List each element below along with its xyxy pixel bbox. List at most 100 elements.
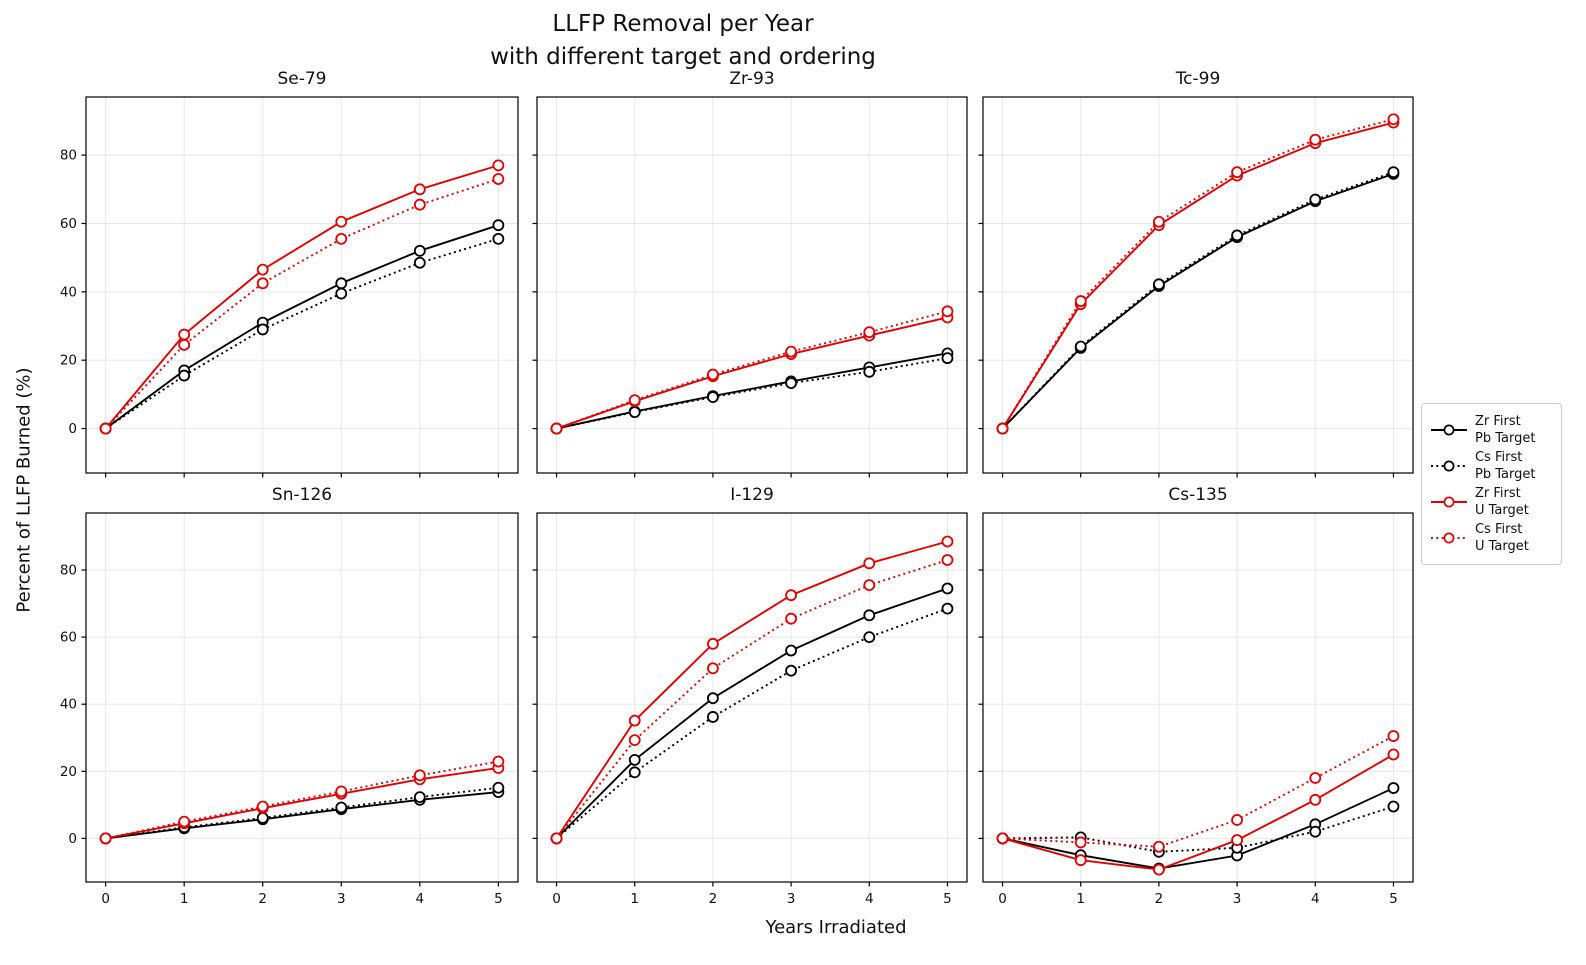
y-tick-label: 20 [60,353,77,369]
data-point-marker [628,753,641,766]
series-line [1001,121,1394,430]
series-line [1002,753,1394,871]
x-tick-label: 2 [1155,891,1164,907]
data-point-marker [178,338,191,351]
series-line [1002,735,1394,848]
y-tick-label: 20 [60,764,77,780]
data-point-marker [492,232,505,245]
y-tick-label: 0 [68,831,77,847]
series-line [556,310,948,430]
data-point-marker [1231,229,1243,242]
data-point-marker [1387,730,1400,742]
data-point-marker [492,781,505,794]
series-line [1001,118,1394,430]
series-line [556,357,948,430]
series-line [1001,171,1394,430]
plot-area: 0 1 2 3 4 5 [532,512,968,907]
x-tick-label: 3 [1233,891,1242,907]
data-point-marker [1074,836,1087,849]
data-point-marker [99,422,112,435]
data-point-marker [492,755,505,768]
data-point-marker [1387,113,1400,126]
data-point-marker [492,173,505,185]
data-point-marker [335,277,348,290]
data-point-marker [413,769,426,782]
legend-entry-label: Cs First Pb Target [1475,450,1536,482]
axes-spines [536,96,968,474]
x-tick-label: 5 [943,891,952,907]
data-point-marker [628,766,641,779]
legend-line-sample [1431,460,1467,472]
data-point-marker [785,345,797,358]
subplot-se-79: Se-79 0 20 40 60 80 [60,69,519,478]
series-line [104,178,499,430]
x-tick-label: 5 [494,891,503,907]
plot-area [978,96,1414,478]
data-point-marker [785,589,797,602]
series-line [104,164,499,430]
data-point-marker [1153,278,1165,291]
data-point-marker [413,183,426,196]
data-point-marker [256,323,269,336]
x-tick-label: 5 [1389,891,1398,907]
legend-entry: Zr First U Target [1430,485,1553,519]
series-line [105,786,499,840]
data-point-marker [863,365,876,378]
y-tick-label: 80 [60,563,77,579]
x-tick-label: 4 [416,891,425,907]
series-line [555,607,948,840]
x-tick-label: 2 [709,891,718,907]
data-point-marker [1074,854,1087,867]
series-line [1002,787,1394,870]
x-axis-label: Years Irradiated [765,917,907,938]
data-point-marker [1387,166,1400,179]
data-point-marker [256,800,269,813]
data-point-marker [178,815,191,828]
data-point-marker [707,637,719,650]
data-point-marker [863,609,876,622]
x-tick-label: 1 [1076,891,1085,907]
plot-area [532,96,968,478]
data-point-marker [335,287,348,300]
axes-spines [982,512,1414,883]
data-point-marker [785,377,797,390]
subplot-sn-126: Sn-126 0 1 2 3 4 5 0 20 40 60 80 [60,485,519,907]
data-point-marker [863,557,876,570]
data-point-marker [335,232,348,245]
figure-title: LLFP Removal per Year with different tar… [0,8,1366,74]
data-point-marker [1153,215,1165,228]
x-tick-label: 0 [998,891,1007,907]
y-tick-label: 60 [60,216,77,232]
axes-spines [85,512,519,883]
subplot-cs-135: Cs-135 0 1 2 3 4 5 [978,485,1414,907]
legend-line-sample [1431,532,1467,544]
data-point-marker [1231,166,1243,179]
data-point-marker [1153,840,1165,853]
data-point-marker [99,832,112,845]
data-point-marker [707,662,719,675]
x-tick-label: 4 [1311,891,1320,907]
series-line [1002,805,1394,853]
data-point-marker [550,832,563,845]
legend-entry: Cs First U Target [1430,521,1553,555]
subplot-title: Sn-126 [271,485,333,505]
legend-line-sample [1431,424,1467,436]
subplot-title: I-129 [730,485,774,505]
data-point-marker [1074,340,1087,353]
data-point-marker [178,328,191,341]
figure-title-line2: with different target and ordering [490,44,876,70]
data-point-marker [996,832,1009,845]
subplot-zr-93: Zr-93 [532,69,968,478]
y-tick-label: 0 [68,421,77,437]
plot-area: 0 1 2 3 4 5 [978,512,1414,907]
data-point-marker [863,326,876,339]
data-point-marker [413,256,426,269]
data-point-marker [413,244,426,257]
data-point-marker [863,631,876,644]
legend-entry-label: Zr First Pb Target [1475,414,1536,446]
legend-entry: Zr First Pb Target [1430,413,1553,447]
data-point-marker [1309,133,1322,146]
legend-entry-label: Zr First U Target [1475,486,1529,518]
data-point-marker [941,535,954,548]
legend: Zr First Pb Target Cs First Pb Target Zr Fir… [1421,403,1562,565]
